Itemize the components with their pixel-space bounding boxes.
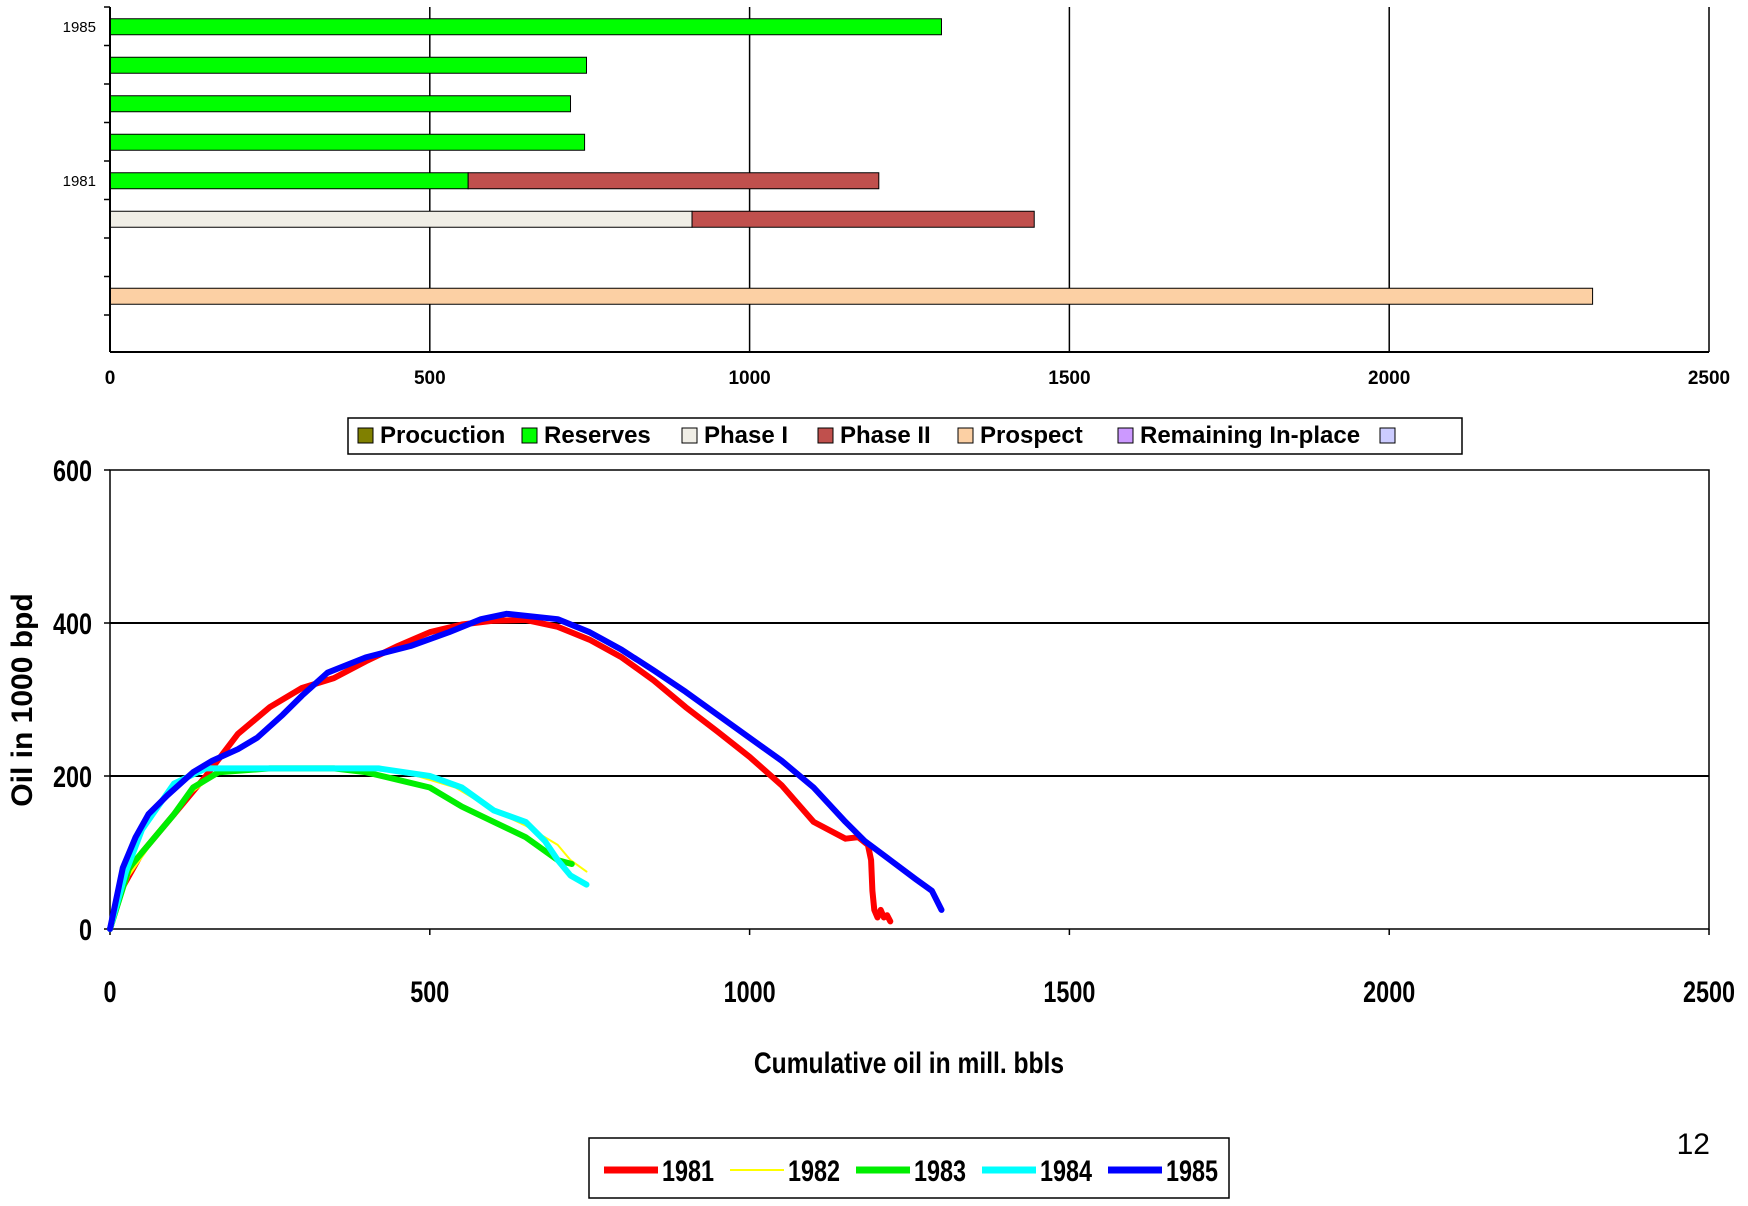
bar-chart-y-ticks: [104, 6, 110, 316]
line-series-1981: [107, 616, 894, 932]
line-chart-x-tick-label: 2500: [1683, 975, 1735, 1008]
bar-chart-x-tick-label: 2000: [1368, 368, 1410, 389]
line-legend-label: 1982: [788, 1154, 840, 1187]
bar-legend-label: Reserves: [544, 422, 651, 449]
bar-legend-label: Prospect: [980, 422, 1083, 449]
bar-chart-axes: [109, 7, 1709, 353]
line-chart-x-tick-label: 0: [103, 975, 116, 1008]
page-number: 12: [1676, 1128, 1710, 1161]
bar-chart-legend: Procuction Reserves Phase I Phase II Prospec…: [347, 417, 1463, 455]
line-chart-x-tick-label: 1500: [1043, 975, 1095, 1008]
bar-segment: [109, 56, 588, 74]
bar-segment: [467, 172, 880, 190]
line-chart-x-tick-label: 1000: [724, 975, 776, 1008]
line-chart-x-tick-label: 2000: [1363, 975, 1415, 1008]
bar-segment: [109, 210, 693, 228]
line-series-1984: [107, 765, 590, 932]
bar-segment: [109, 287, 1594, 305]
bar-legend-swatch: [681, 427, 698, 444]
bar-segment: [691, 210, 1035, 228]
bar-legend-label: Procuction: [380, 422, 505, 449]
bar-chart-bars: [109, 18, 1594, 305]
bar-legend-swatch: [1379, 427, 1396, 444]
line-chart-x-tick-label: 500: [410, 975, 449, 1008]
bar-chart-category-label: 1985: [63, 19, 96, 36]
bar-chart-category-label: 1981: [63, 173, 96, 190]
line-chart-x-axis-title: Cumulative oil in mill. bbls: [754, 1046, 1064, 1080]
line-chart-gridlines: [110, 622, 1709, 777]
bar-segment: [109, 133, 586, 151]
bar-chart-x-tick-label: 1000: [728, 368, 770, 389]
line-series-1982: [109, 767, 588, 930]
line-chart-series: [107, 610, 945, 932]
line-chart-y-tick-label: 0: [79, 913, 92, 946]
bar-legend-swatch: [521, 427, 538, 444]
line-chart-y-tick-labels: 0 200 400 600: [53, 454, 110, 947]
line-chart-x-tick-labels: 0 500 1000 1500 2000 2500: [103, 929, 1735, 1009]
bar-chart-x-tick-label: 2500: [1688, 368, 1730, 389]
line-chart-legend: 1981 1982 1983 1984 1985: [588, 1137, 1230, 1199]
bar-legend-swatch: [957, 427, 974, 444]
bar-legend-swatch: [357, 427, 374, 444]
bar-legend-label: Phase II: [840, 422, 931, 449]
bar-legend-swatch: [817, 427, 834, 444]
line-legend-label: 1983: [914, 1154, 966, 1187]
bar-legend-swatch: [1117, 427, 1134, 444]
bar-legend-label: Phase I: [704, 422, 788, 449]
bar-segment: [109, 172, 469, 190]
line-series-1985: [107, 610, 945, 932]
bar-chart-x-tick-label: 0: [105, 368, 116, 389]
bar-chart: 1985 1981 0 500 1000 1500 2000 2500: [63, 6, 1730, 389]
bar-segment: [109, 18, 942, 36]
bar-segment: [109, 95, 572, 113]
line-chart-y-tick-label: 400: [53, 607, 92, 640]
line-chart-y-tick-label: 200: [53, 760, 92, 793]
bar-chart-category-labels: 1985 1981: [63, 19, 96, 190]
line-chart-plot-frame: [109, 469, 1710, 930]
bar-legend-label: Remaining In-place: [1140, 422, 1360, 449]
line-legend-label: 1984: [1040, 1154, 1092, 1187]
bar-chart-x-tick-label: 500: [414, 368, 446, 389]
bar-chart-x-tick-label: 1500: [1048, 368, 1090, 389]
bar-chart-x-tick-labels: 0 500 1000 1500 2000 2500: [105, 368, 1730, 389]
line-chart-y-axis-title: Oil in 1000 bpd: [6, 593, 39, 806]
line-legend-label: 1981: [662, 1154, 714, 1187]
line-legend-label: 1985: [1166, 1154, 1218, 1187]
line-series-1983: [107, 765, 575, 932]
line-chart-y-tick-label: 600: [53, 454, 92, 487]
line-chart: 0 200 400 600 0 500 1000 1500 2000 2500 Cumulati…: [6, 454, 1735, 1079]
